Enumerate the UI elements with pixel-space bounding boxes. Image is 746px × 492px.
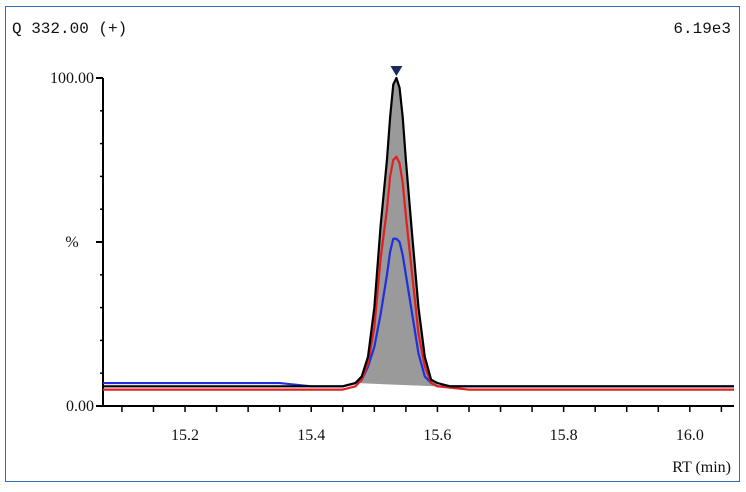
x-axis-label: RT (min) [672,459,731,476]
x-tick-label: 16.0 [676,427,704,444]
y-tick-label: 100.00 [50,70,94,87]
x-axis-ticks: 15.2 15.4 15.6 15.8 16.0 [121,406,723,444]
trace-label: Q 332.00 (+) [12,20,127,38]
series-line [103,76,734,388]
intensity-value: 6.19e3 [673,20,731,38]
peak-area-fill [355,78,438,387]
x-tick-label: 15.8 [550,427,578,444]
x-tick-label: 15.4 [297,427,325,444]
series-line [103,155,734,391]
y-tick-label: 0.00 [66,398,94,415]
plot-area [103,66,734,391]
x-tick-label: 15.2 [171,427,199,444]
chromatogram-panel [5,6,740,482]
x-tick-label: 15.6 [423,427,451,444]
y-axis-label: % [65,234,78,251]
y-axis-ticks: 0.00 100.00 [50,70,103,415]
peak-marker-icon [390,66,403,76]
